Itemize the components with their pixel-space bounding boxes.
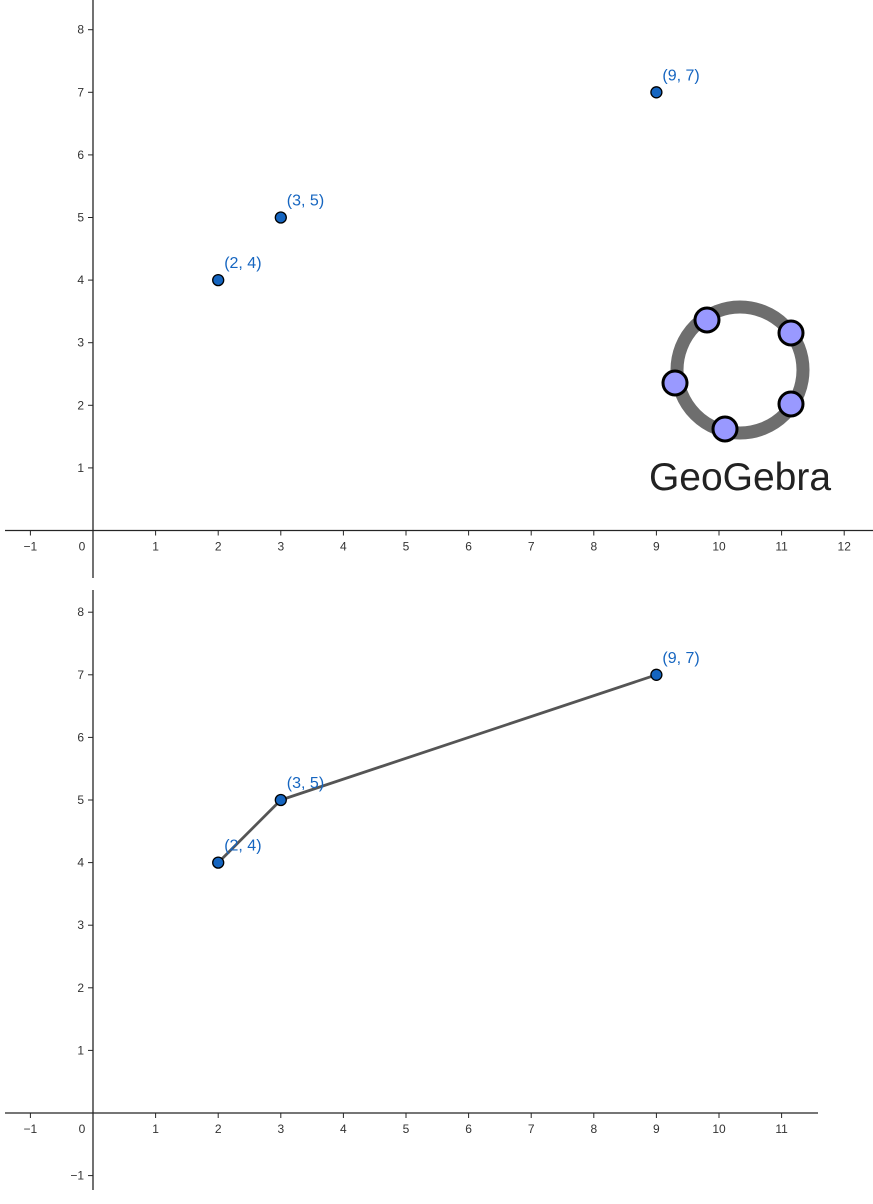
top-y-tick-label: 6	[77, 148, 84, 162]
bottom-point-label: (3, 5)	[287, 775, 324, 792]
bottom-y-tick-label: 8	[77, 605, 84, 619]
bottom-y-tick-label: 7	[77, 668, 84, 682]
logo-dot-top-left	[693, 306, 721, 334]
logo-dot-top-right	[777, 319, 805, 347]
bottom-y-tick-label: 6	[77, 730, 84, 744]
bottom-point-label: (2, 4)	[224, 838, 261, 855]
top-point-label: (2, 4)	[224, 255, 261, 272]
top-x-tick-label: 3	[277, 540, 284, 554]
top-x-tick-label: 0	[79, 540, 86, 554]
top-y-tick-label: 2	[77, 398, 84, 412]
logo-dot-right	[777, 390, 805, 418]
bottom-x-tick-label: 2	[215, 1122, 222, 1136]
bottom-x-tick-label: 8	[590, 1122, 597, 1136]
top-point-label: (3, 5)	[287, 193, 324, 210]
top-y-tick-label: 3	[77, 336, 84, 350]
top-x-tick-label: 9	[653, 540, 660, 554]
top-x-tick-label: 10	[712, 540, 726, 554]
bottom-x-tick-label: 4	[340, 1122, 347, 1136]
bottom-x-tick-label: 6	[465, 1122, 472, 1136]
bottom-x-tick-label: 3	[277, 1122, 284, 1136]
top-y-tick-label: 5	[77, 211, 84, 225]
logo-dot-bottom	[711, 415, 739, 443]
bottom-y-tick-label: 1	[77, 1043, 84, 1057]
bottom-point-label: (9, 7)	[662, 650, 699, 667]
top-x-tick-label: 7	[528, 540, 535, 554]
top-x-tick-label: −1	[24, 540, 38, 554]
top-x-tick-label: 2	[215, 540, 222, 554]
bottom-point[interactable]	[274, 793, 287, 807]
geogebra-logo: GeoGebra	[649, 300, 831, 499]
bottom-x-tick-label: 1	[152, 1122, 159, 1136]
bottom-x-tick-label: −1	[24, 1122, 38, 1136]
bottom-y-tick-label: 3	[77, 918, 84, 932]
bottom-y-tick-label: 2	[77, 981, 84, 995]
logo-dot-left	[661, 369, 689, 397]
top-point[interactable]	[212, 273, 225, 287]
top-point-label: (9, 7)	[662, 67, 699, 84]
bottom-axes: −1 0 1 2 3 4 5 6 7 8 9 10 11 −1 1 2 3 4 5 6 7 8	[5, 590, 818, 1190]
top-x-tick-label: 6	[465, 540, 472, 554]
bottom-y-tick-label: 5	[77, 793, 84, 807]
top-point[interactable]	[650, 86, 663, 99]
bottom-x-tick-label: 10	[712, 1122, 726, 1136]
bottom-x-tick-label: 7	[528, 1122, 535, 1136]
bottom-x-tick-label: 9	[653, 1122, 660, 1136]
bottom-points: (2, 4) (3, 5) (9, 7)	[212, 650, 700, 869]
top-y-tick-label: 1	[77, 461, 84, 475]
bottom-polyline-group	[217, 673, 657, 864]
top-x-tick-label: 1	[152, 540, 159, 554]
top-point[interactable]	[274, 211, 287, 224]
top-x-tick-label: 12	[838, 540, 852, 554]
bottom-point[interactable]	[650, 668, 663, 681]
top-x-tick-label: 4	[340, 540, 347, 554]
top-y-tick-label: 8	[77, 23, 84, 37]
top-points: (2, 4) (3, 5) (9, 7)	[212, 67, 700, 287]
bottom-polyline	[217, 673, 657, 864]
bottom-x-tick-label: 11	[775, 1122, 788, 1136]
bottom-x-tick-label: 5	[403, 1122, 410, 1136]
top-x-tick-label: 11	[775, 540, 788, 554]
logo-text: GeoGebra	[649, 456, 831, 499]
top-x-tick-label: 5	[403, 540, 410, 554]
top-y-tick-label: 7	[77, 85, 84, 99]
top-x-tick-label: 8	[590, 540, 597, 554]
bottom-point[interactable]	[212, 856, 225, 869]
bottom-y-tick-label: 4	[77, 856, 84, 870]
bottom-y-tick-label: −1	[70, 1169, 84, 1183]
bottom-x-tick-label: 0	[79, 1122, 86, 1136]
top-y-tick-label: 4	[77, 273, 84, 287]
